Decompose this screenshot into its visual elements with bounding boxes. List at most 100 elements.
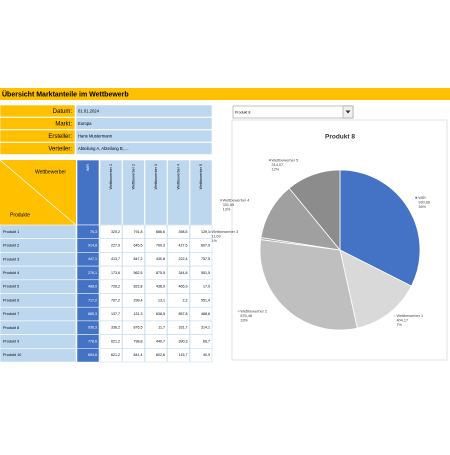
pie-label: 314,07 xyxy=(271,163,283,167)
pie-label: 876,48 xyxy=(240,314,252,318)
pie-label: Wettbewerber 1 xyxy=(396,314,423,318)
cell-value: 621,2 xyxy=(111,339,120,343)
cell-value: 645,5 xyxy=(134,244,143,248)
info-value-cell xyxy=(75,142,213,155)
pie-label: 331,65 xyxy=(223,203,235,207)
cell-value: 17,9 xyxy=(203,285,210,289)
cell-value: 436,9 xyxy=(156,285,165,289)
legend-key xyxy=(208,231,211,233)
cell-value: 726,2 xyxy=(111,285,120,289)
cell-value: 173,6 xyxy=(111,271,120,275)
cell-value: 390,3 xyxy=(179,339,188,343)
pie-label: 13% xyxy=(223,207,231,211)
info-value: 01.01.2024 xyxy=(78,108,100,113)
pie-label: 404,17 xyxy=(396,319,408,323)
pie-label: 930,66 xyxy=(418,200,430,204)
cell-value: 398,5 xyxy=(179,230,188,234)
row-label: Produkt 4 xyxy=(3,271,19,275)
pie-label: Wettbewerber 3 xyxy=(211,230,238,234)
info-value: Hans Mustermann xyxy=(78,133,113,138)
cell-value: 914,8 xyxy=(88,244,97,248)
cell-value: 857,8 xyxy=(179,312,188,316)
column-header-text: Wettbewerber 5 xyxy=(199,164,203,189)
pie-label: 11,69 xyxy=(211,235,220,239)
cell-value: 885,3 xyxy=(88,312,97,316)
legend-key xyxy=(220,199,222,202)
chart-title: Produkt 8 xyxy=(325,134,355,141)
pie-label: Wettbewerber 5 xyxy=(271,158,298,162)
cell-value: 13,1 xyxy=(158,298,165,302)
cell-value: 129,1 xyxy=(201,230,210,234)
cell-value: 427,5 xyxy=(179,244,188,248)
cell-value: 488,6 xyxy=(201,312,210,316)
info-label: Datum: xyxy=(53,109,73,115)
legend-key xyxy=(415,196,418,199)
column-header-text: Wettbewerber 2 xyxy=(131,164,135,189)
cell-value: 707,2 xyxy=(111,298,120,302)
info-label-cell xyxy=(0,117,76,130)
pie-slice xyxy=(259,239,358,331)
row-label: Produkt 5 xyxy=(3,285,19,289)
row-label: Produkt 7 xyxy=(3,312,19,316)
info-label: Markt: xyxy=(55,121,72,127)
row-label: Produkt 10 xyxy=(3,353,21,357)
corner-bottom: Produkte xyxy=(10,212,30,218)
cell-value: 694,6 xyxy=(88,353,97,357)
cell-value: 11,7 xyxy=(158,326,165,330)
cell-value: 344,8 xyxy=(179,271,188,275)
pie-slice xyxy=(339,169,421,287)
cell xyxy=(76,348,100,363)
pie-label: Wettbewerber 4 xyxy=(223,198,250,202)
info-label-cell xyxy=(0,129,76,143)
pie-label: Wettbewerber 2 xyxy=(240,309,267,313)
cell xyxy=(144,348,168,363)
cell-value: 562,5 xyxy=(134,271,143,275)
cell-value: 299,4 xyxy=(134,298,143,302)
dropdown-value: Produkt 8 xyxy=(235,110,250,114)
cell-value: 440,7 xyxy=(156,339,165,343)
cell xyxy=(122,348,145,363)
title: Übersicht Marktanteile im Wettbewerb xyxy=(2,89,129,98)
dropdown-arrow xyxy=(345,110,351,114)
cell-value: 841,4 xyxy=(134,353,143,357)
info-value: Abteilung A, Abteilung B, ... xyxy=(78,146,129,151)
cell-value: 2,2 xyxy=(183,298,188,302)
title-bar xyxy=(0,88,450,100)
cell-value: 700,3 xyxy=(156,244,165,248)
row-label: Produkt 3 xyxy=(3,257,19,261)
cell-value: 115,7 xyxy=(179,353,188,357)
cell-value: 847,2 xyxy=(134,257,143,261)
info-value-cell xyxy=(75,129,213,143)
cell-value: 822,8 xyxy=(134,285,143,289)
cell-value: 465,9 xyxy=(179,285,188,289)
info-value-cell xyxy=(75,117,213,130)
dropdown[interactable] xyxy=(232,105,354,119)
cell-value: 40,9 xyxy=(203,353,210,357)
cell-value: 717,2 xyxy=(88,298,97,302)
cell-value: 336,2 xyxy=(111,326,120,330)
cell-value: 602,6 xyxy=(156,353,165,357)
cell xyxy=(167,348,190,363)
pie-label: 12% xyxy=(271,167,279,171)
row-label: Produkt 1 xyxy=(3,230,19,234)
pie-label: WIR xyxy=(418,196,426,200)
row-label-cell xyxy=(0,347,77,363)
info-value-cell xyxy=(75,104,213,118)
pie-label: 33% xyxy=(240,318,248,322)
cell-value: 621,2 xyxy=(111,353,120,357)
cell-value: 488,0 xyxy=(88,285,97,289)
cell-value: 227,9 xyxy=(111,244,120,248)
cell-value: 320,2 xyxy=(111,230,120,234)
cell-value: 791,8 xyxy=(134,230,143,234)
cell-value: 413,7 xyxy=(111,257,120,261)
row-label: Produkt 2 xyxy=(3,244,19,248)
pie-label: 36% xyxy=(418,205,426,209)
pie-slice xyxy=(339,249,412,329)
info-label: Ersteller: xyxy=(48,134,72,140)
cell-value: 222,4 xyxy=(179,257,188,261)
cell-value: 447,1 xyxy=(88,257,97,261)
cell-value: 331,7 xyxy=(179,326,188,330)
pie-slice xyxy=(288,169,341,252)
